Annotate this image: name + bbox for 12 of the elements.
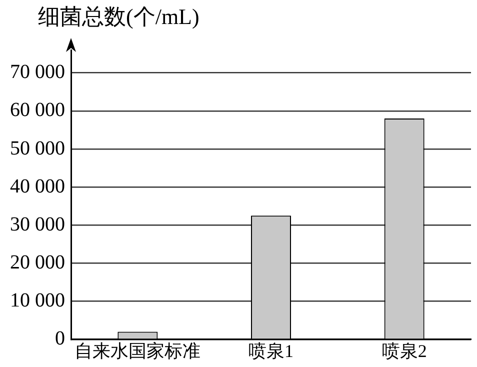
y-tick-label: 20 000 — [10, 251, 65, 274]
y-tick-label: 40 000 — [10, 175, 65, 198]
y-tick-label: 30 000 — [10, 213, 65, 236]
x-tick-label: 喷泉2 — [382, 340, 427, 361]
y-tick-label: 60 000 — [10, 99, 65, 122]
y-tick-label: 0 — [55, 328, 65, 350]
x-tick-label: 自来水国家标准 — [74, 340, 201, 361]
y-axis-title: 细菌总数(个/mL) — [38, 3, 200, 31]
y-tick-label: 10 000 — [10, 290, 65, 312]
y-tick-label: 70 000 — [10, 61, 65, 84]
x-tick-label: 喷泉1 — [248, 340, 294, 361]
y-tick-label: 50 000 — [10, 137, 65, 160]
